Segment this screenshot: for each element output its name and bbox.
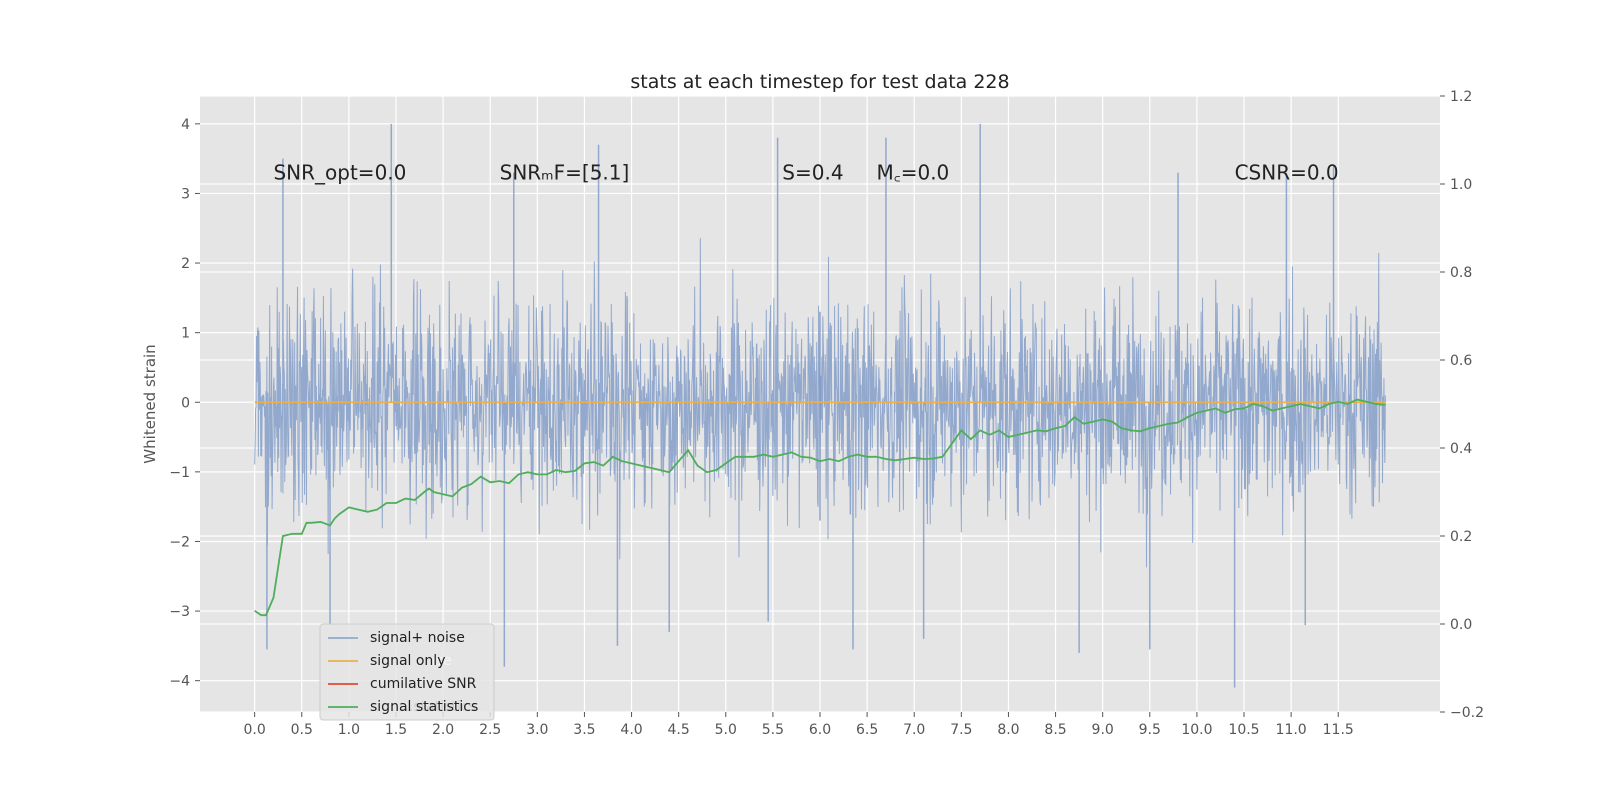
- y-axis-label: Whitened strain: [141, 344, 159, 463]
- y2-tick-label: 1.2: [1450, 89, 1472, 105]
- y2-tick-label: 0.2: [1450, 529, 1472, 545]
- x-tick-label: 2.0: [432, 722, 454, 738]
- chart-title: stats at each timestep for test data 228: [630, 71, 1009, 93]
- x-tick-label: 9.0: [1092, 722, 1114, 738]
- y-tick-label: 3: [181, 186, 190, 202]
- x-tick-label: 5.0: [715, 722, 737, 738]
- y-tick-label: −2: [169, 534, 190, 550]
- x-tick-label: 6.0: [809, 722, 831, 738]
- y2-tick-label: 0.0: [1450, 617, 1472, 633]
- x-tick-label: 4.5: [668, 722, 690, 738]
- y2-tick-label: 1.0: [1450, 177, 1472, 193]
- x-tick-label: 8.5: [1044, 722, 1066, 738]
- legend-label: signal+ noise: [370, 630, 465, 646]
- x-tick-label: 11.0: [1276, 722, 1307, 738]
- y-tick-label: 0: [181, 395, 190, 411]
- signal-statistics-line: [254, 398, 1386, 617]
- y2-tick-label: 0.8: [1450, 265, 1472, 281]
- x-tick-label: 7.0: [903, 722, 925, 738]
- x-tick-label: 5.5: [762, 722, 784, 738]
- x-tick-label: 9.5: [1139, 722, 1161, 738]
- y-tick-label: −3: [169, 604, 190, 620]
- y-tick-label: 2: [181, 256, 190, 272]
- y2-axis-ticks: −0.2 0.0 0.2 0.4 0.6 0.8 1.0 1.2: [1440, 89, 1484, 721]
- legend-label: signal statistics: [370, 699, 478, 715]
- legend: ise ...statistics signal+ noise signal on…: [319, 623, 495, 721]
- annotation-text: SNRₘF=[5.1]: [500, 161, 630, 185]
- legend-label: signal only: [370, 653, 445, 669]
- annotation-text: SNR_opt=0.0: [273, 161, 406, 185]
- y2-tick-label: 0.6: [1450, 353, 1472, 369]
- y-tick-label: −1: [169, 465, 190, 481]
- series-signal-noise: [254, 123, 1386, 688]
- y-axis-ticks: −4 −3 −2 −1 0 1 2 3 4: [169, 117, 200, 690]
- y-tick-label: −4: [169, 674, 190, 690]
- x-tick-label: 7.5: [950, 722, 972, 738]
- x-tick-label: 2.5: [479, 722, 501, 738]
- x-tick-label: 6.5: [856, 722, 878, 738]
- legend-ghost-text-2: ...statistics: [400, 699, 476, 715]
- x-tick-label: 4.0: [620, 722, 642, 738]
- legend-label: cumilative SNR: [370, 676, 477, 692]
- x-tick-label: 8.0: [997, 722, 1019, 738]
- annotations: SNR_opt=0.0 SNRₘF=[5.1] S=0.4 M꜀=0.0 CSNR=0.…: [273, 161, 1338, 185]
- x-axis-ticks: 0.0 0.5 1.0 1.5 2.0 2.5 3.0 3.5 4.0 4.5 5.0 5.5 6.0 6…: [244, 712, 1354, 738]
- x-tick-label: 11.5: [1323, 722, 1354, 738]
- y2-tick-label: −0.2: [1450, 705, 1484, 721]
- annotation-text: S=0.4: [782, 161, 843, 185]
- x-tick-label: 10.5: [1228, 722, 1259, 738]
- annotation-text: M꜀=0.0: [877, 161, 950, 185]
- x-tick-label: 10.0: [1181, 722, 1212, 738]
- y2-tick-label: 0.4: [1450, 441, 1472, 457]
- x-tick-label: 0.0: [244, 722, 266, 738]
- legend-box: [319, 623, 495, 721]
- y-tick-label: 1: [181, 326, 190, 342]
- annotation-text: CSNR=0.0: [1235, 161, 1339, 185]
- x-tick-label: 3.5: [573, 722, 595, 738]
- x-tick-label: 3.0: [526, 722, 548, 738]
- x-tick-label: 0.5: [291, 722, 313, 738]
- x-tick-label: 1.5: [385, 722, 407, 738]
- series-signal-statistics: [254, 398, 1386, 617]
- legend-ghost-text-1: ise: [432, 653, 452, 669]
- x-tick-label: 1.0: [338, 722, 360, 738]
- legend-entries: signal+ noise signal only cumilative SNR si…: [328, 630, 478, 715]
- y-tick-label: 4: [181, 117, 190, 133]
